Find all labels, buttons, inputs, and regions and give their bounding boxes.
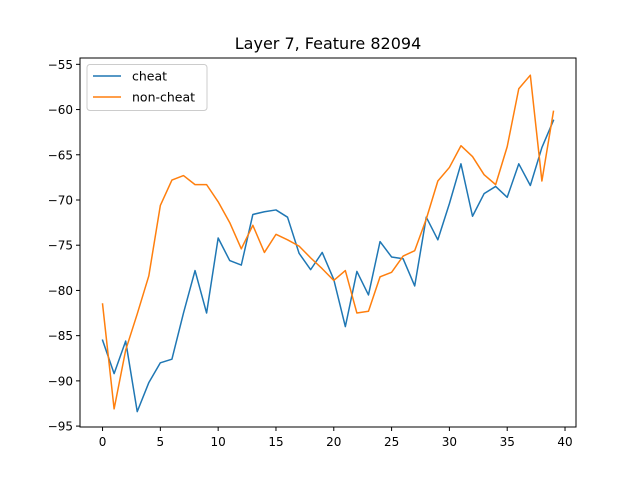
x-tick-label: 0 bbox=[99, 435, 107, 449]
plot-frame bbox=[79, 57, 577, 428]
x-tick-label: 20 bbox=[326, 435, 341, 449]
chart-title: Layer 7, Feature 82094 bbox=[235, 34, 422, 53]
y-tick-label: −55 bbox=[48, 58, 73, 72]
y-tick-label: −95 bbox=[48, 420, 73, 434]
x-tick-label: 25 bbox=[384, 435, 399, 449]
y-tick-label: −80 bbox=[48, 284, 73, 298]
legend: cheat non-cheat bbox=[86, 64, 208, 111]
legend-label-cheat: cheat bbox=[132, 69, 167, 84]
x-tick-label: 5 bbox=[157, 435, 165, 449]
y-axis: −95 −90 −85 −80 −75 −70 −65 −60 −55 bbox=[48, 58, 80, 434]
series-line-cheat bbox=[101, 119, 555, 413]
y-tick-label: −65 bbox=[48, 148, 73, 162]
y-tick-label: −60 bbox=[48, 103, 73, 117]
x-tick-label: 40 bbox=[557, 435, 572, 449]
series-line-non-cheat bbox=[101, 74, 555, 410]
y-tick-label: −90 bbox=[48, 374, 73, 388]
x-tick-label: 30 bbox=[442, 435, 457, 449]
x-axis: 0 5 10 15 20 25 30 35 40 bbox=[99, 427, 573, 449]
x-tick-label: 10 bbox=[211, 435, 226, 449]
y-tick-label: −85 bbox=[48, 329, 73, 343]
series-layer bbox=[101, 74, 555, 413]
x-tick-label: 15 bbox=[268, 435, 283, 449]
x-tick-label: 35 bbox=[500, 435, 515, 449]
y-tick-label: −75 bbox=[48, 239, 73, 253]
legend-label-non-cheat: non-cheat bbox=[132, 90, 195, 105]
y-tick-label: −70 bbox=[48, 193, 73, 207]
